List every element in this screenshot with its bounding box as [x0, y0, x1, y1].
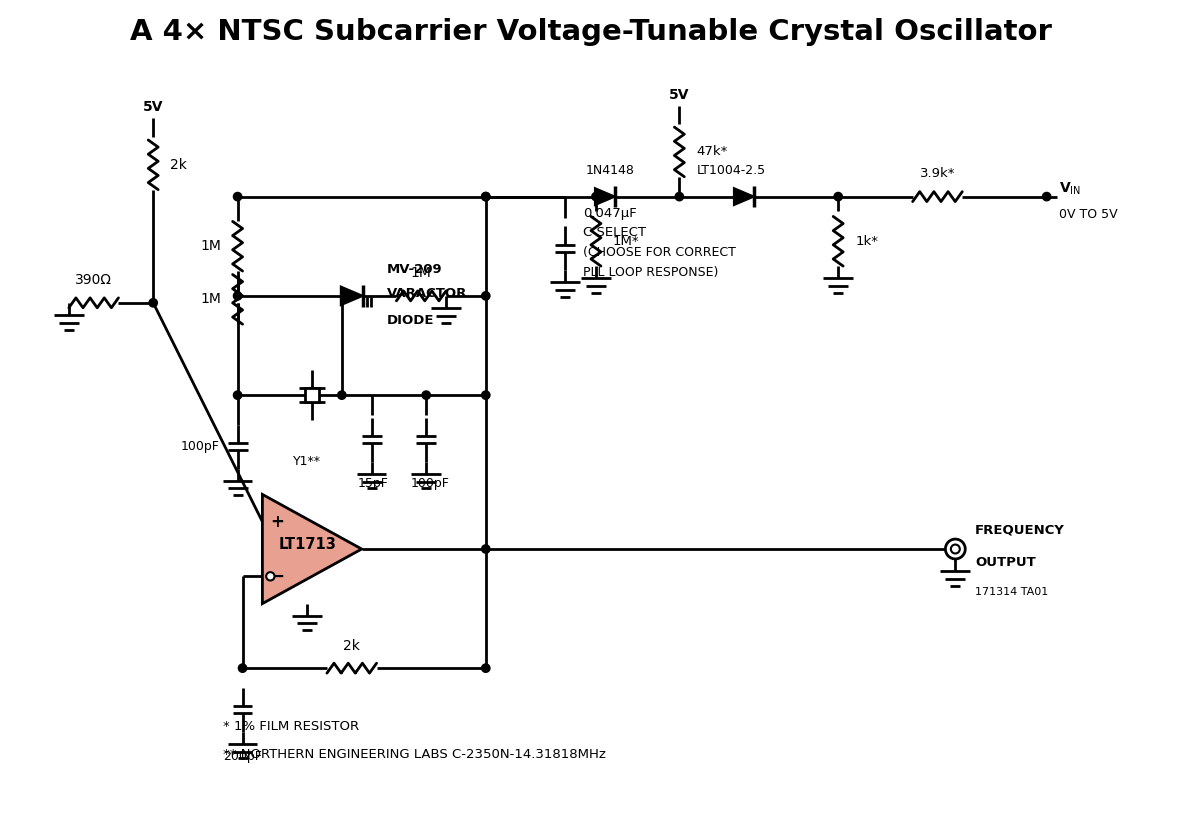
Text: 5V: 5V	[143, 100, 163, 115]
Polygon shape	[340, 286, 363, 305]
Circle shape	[834, 193, 843, 201]
Circle shape	[481, 193, 491, 201]
Text: Y1**: Y1**	[293, 455, 322, 468]
Circle shape	[233, 291, 242, 300]
Circle shape	[1043, 193, 1051, 201]
Circle shape	[946, 540, 966, 559]
Circle shape	[233, 391, 242, 399]
Text: LT1713: LT1713	[278, 536, 336, 552]
Text: 5V: 5V	[669, 88, 689, 102]
Text: DIODE: DIODE	[387, 314, 434, 327]
Text: 1M: 1M	[201, 292, 222, 306]
Text: 1k*: 1k*	[855, 235, 878, 248]
Text: C SELECT: C SELECT	[583, 227, 647, 239]
Text: 1N4148: 1N4148	[585, 164, 635, 177]
Text: 2k: 2k	[343, 639, 361, 653]
Circle shape	[675, 193, 683, 201]
Text: * 1% FILM RESISTOR: * 1% FILM RESISTOR	[222, 720, 359, 733]
Circle shape	[592, 193, 600, 201]
Text: ** NORTHERN ENGINEERING LABS C-2350N-14.31818MHz: ** NORTHERN ENGINEERING LABS C-2350N-14.…	[222, 748, 605, 760]
Text: 390Ω: 390Ω	[76, 273, 112, 287]
Polygon shape	[595, 188, 615, 205]
Circle shape	[950, 544, 960, 554]
Polygon shape	[734, 188, 754, 205]
Text: 100pF: 100pF	[410, 476, 449, 490]
Circle shape	[481, 664, 491, 672]
Circle shape	[422, 391, 430, 399]
Circle shape	[233, 193, 242, 201]
Text: 15pF: 15pF	[358, 476, 389, 490]
Text: (CHOOSE FOR CORRECT: (CHOOSE FOR CORRECT	[583, 247, 736, 259]
Text: V$_{\rm IN}$: V$_{\rm IN}$	[1059, 180, 1080, 197]
Circle shape	[338, 391, 346, 399]
Bar	[305, 388, 319, 402]
Circle shape	[149, 299, 157, 307]
Text: 171314 TA01: 171314 TA01	[975, 587, 1048, 597]
Circle shape	[239, 664, 247, 672]
Text: LT1004-2.5: LT1004-2.5	[697, 164, 766, 177]
Text: OUTPUT: OUTPUT	[975, 556, 1035, 569]
Text: +: +	[271, 513, 284, 530]
Text: 1M: 1M	[201, 239, 222, 253]
Circle shape	[481, 193, 491, 201]
Text: 0V TO 5V: 0V TO 5V	[1059, 208, 1117, 221]
Circle shape	[481, 291, 491, 300]
Text: 200pF: 200pF	[223, 749, 262, 763]
Text: MV-209: MV-209	[387, 263, 442, 276]
Text: 1M: 1M	[411, 266, 431, 280]
Text: 2k: 2k	[170, 158, 187, 172]
Text: FREQUENCY: FREQUENCY	[975, 523, 1065, 536]
Text: 0.047µF: 0.047µF	[583, 207, 637, 219]
Circle shape	[481, 544, 491, 553]
Text: 100pF: 100pF	[181, 440, 220, 453]
Text: PLL LOOP RESPONSE): PLL LOOP RESPONSE)	[583, 266, 719, 279]
Text: A 4× NTSC Subcarrier Voltage-Tunable Crystal Oscillator: A 4× NTSC Subcarrier Voltage-Tunable Cry…	[130, 18, 1052, 46]
Circle shape	[266, 572, 274, 580]
Circle shape	[481, 391, 491, 399]
Text: 3.9k*: 3.9k*	[920, 167, 955, 180]
Text: 1M*: 1M*	[612, 235, 639, 248]
Text: VARACTOR: VARACTOR	[387, 287, 467, 300]
Polygon shape	[262, 495, 362, 603]
Text: −: −	[269, 567, 286, 586]
Text: 47k*: 47k*	[696, 145, 728, 159]
